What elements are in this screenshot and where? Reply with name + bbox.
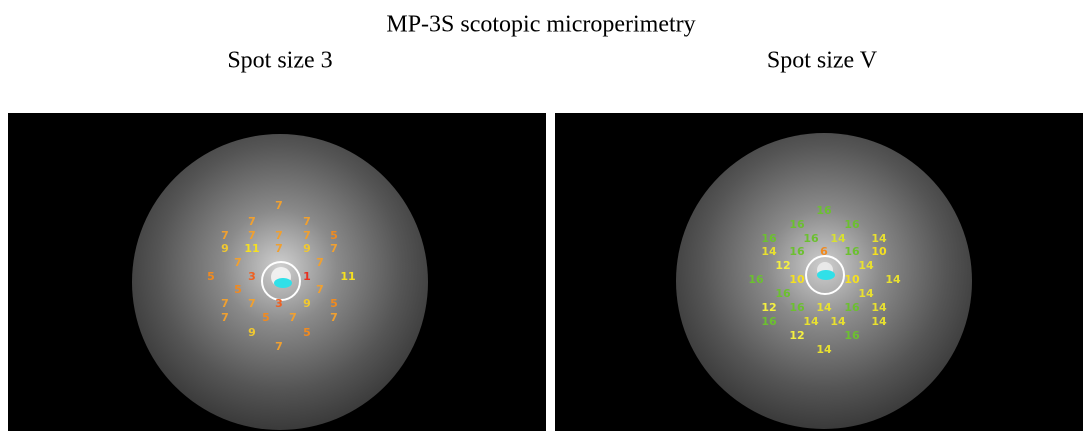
threshold-value: 12 — [761, 301, 776, 314]
threshold-value: 16 — [844, 301, 860, 314]
threshold-value: 14 — [871, 315, 887, 328]
threshold-value: 11 — [340, 270, 355, 283]
threshold-value: 7 — [221, 297, 229, 310]
threshold-value: 1 — [303, 270, 311, 283]
threshold-value: 14 — [871, 232, 887, 245]
threshold-value: 14 — [858, 287, 874, 300]
fundus-image — [8, 113, 546, 431]
threshold-value: 12 — [775, 259, 790, 272]
threshold-value: 6 — [820, 245, 828, 258]
threshold-value: 14 — [885, 273, 901, 286]
threshold-value: 14 — [816, 301, 832, 314]
threshold-value: 16 — [761, 315, 777, 328]
threshold-value: 16 — [789, 245, 805, 258]
threshold-value: 5 — [303, 326, 311, 339]
threshold-value: 16 — [816, 204, 832, 217]
threshold-value: 7 — [303, 229, 311, 242]
threshold-value: 7 — [330, 311, 338, 324]
threshold-value: 14 — [761, 245, 777, 258]
threshold-value: 10 — [844, 273, 860, 286]
threshold-value: 10 — [789, 273, 805, 286]
threshold-value: 9 — [303, 297, 311, 310]
threshold-value: 5 — [330, 229, 338, 242]
threshold-value: 7 — [316, 256, 324, 269]
threshold-value: 16 — [844, 245, 860, 258]
threshold-value: 14 — [830, 232, 846, 245]
figure-title: MP-3S scotopic microperimetry — [386, 12, 695, 38]
threshold-value: 7 — [275, 229, 283, 242]
threshold-value: 5 — [207, 270, 215, 283]
threshold-value: 5 — [234, 283, 242, 296]
threshold-value: 7 — [316, 283, 324, 296]
threshold-value: 14 — [830, 315, 846, 328]
threshold-value: 5 — [330, 297, 338, 310]
threshold-value: 9 — [248, 326, 256, 339]
threshold-value: 7 — [289, 311, 297, 324]
threshold-value: 3 — [275, 297, 283, 310]
threshold-value: 9 — [303, 242, 311, 255]
threshold-value: 7 — [275, 242, 283, 255]
threshold-value: 16 — [748, 273, 764, 286]
fundus-image — [555, 113, 1083, 431]
threshold-value: 16 — [761, 232, 777, 245]
panel-label: Spot size V — [767, 48, 878, 74]
figure: MP-3S scotopic microperimetry Spot size … — [0, 0, 1083, 431]
threshold-value: 7 — [248, 297, 256, 310]
threshold-value: 11 — [244, 242, 259, 255]
threshold-value: 14 — [803, 315, 819, 328]
threshold-value: 16 — [775, 287, 791, 300]
threshold-value: 10 — [871, 245, 887, 258]
threshold-value: 14 — [871, 301, 887, 314]
threshold-value: 7 — [248, 215, 256, 228]
threshold-value: 7 — [330, 242, 338, 255]
threshold-value: 12 — [789, 329, 804, 342]
threshold-value: 7 — [221, 229, 229, 242]
threshold-value: 3 — [248, 270, 256, 283]
threshold-value: 7 — [221, 311, 229, 324]
threshold-value: 16 — [803, 232, 819, 245]
threshold-value: 7 — [275, 340, 283, 353]
threshold-value: 7 — [303, 215, 311, 228]
threshold-value: 16 — [789, 301, 805, 314]
threshold-value: 14 — [858, 259, 874, 272]
threshold-value: 16 — [844, 329, 860, 342]
threshold-value: 5 — [262, 311, 270, 324]
threshold-value: 7 — [234, 256, 242, 269]
panel-label: Spot size 3 — [227, 48, 332, 74]
threshold-value: 7 — [248, 229, 256, 242]
threshold-value: 9 — [221, 242, 229, 255]
threshold-value: 14 — [816, 343, 832, 356]
threshold-value: 16 — [789, 218, 805, 231]
threshold-value: 16 — [844, 218, 860, 231]
threshold-value: 7 — [275, 199, 283, 212]
